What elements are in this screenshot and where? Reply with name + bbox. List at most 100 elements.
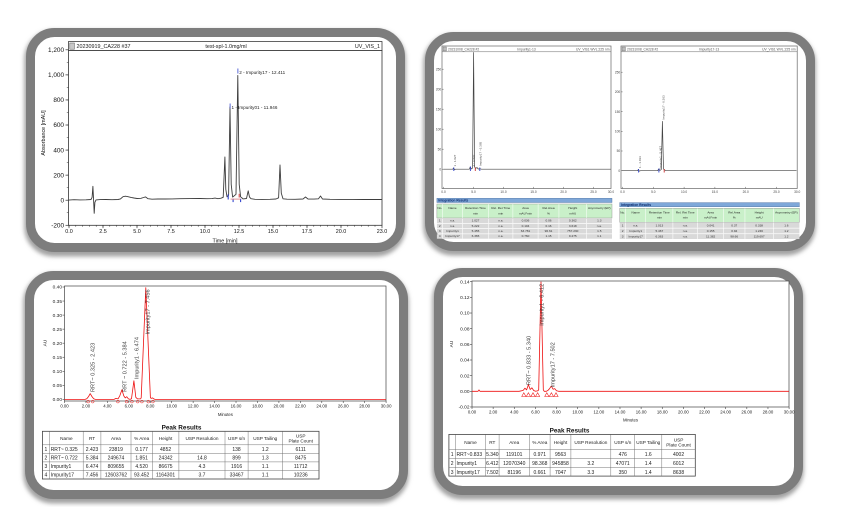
svg-text:86675: 86675 <box>159 464 173 470</box>
svg-text:1.3: 1.3 <box>262 456 269 462</box>
svg-text:1.3: 1.3 <box>597 219 602 223</box>
svg-text:Name: Name <box>464 440 477 445</box>
svg-text:1.2: 1.2 <box>784 229 789 233</box>
svg-text:4002: 4002 <box>673 452 684 458</box>
svg-text:98.368: 98.368 <box>532 461 548 467</box>
svg-text:n.a.: n.a. <box>498 219 503 223</box>
svg-text:10.0: 10.0 <box>500 190 506 194</box>
svg-text:RRT~ 0.325 - 2.423: RRT~ 0.325 - 2.423 <box>91 343 97 392</box>
svg-text:1.6: 1.6 <box>784 223 789 227</box>
svg-text:24342: 24342 <box>159 456 173 462</box>
svg-text:15.0: 15.0 <box>712 190 718 194</box>
svg-text:5.384: 5.384 <box>86 456 99 462</box>
svg-text:mAU*min: mAU*min <box>519 211 532 215</box>
svg-text:Peak Results: Peak Results <box>162 425 202 432</box>
svg-text:10.00: 10.00 <box>572 410 583 415</box>
svg-text:% Area: % Area <box>532 440 548 445</box>
svg-text:30.0: 30.0 <box>608 190 614 194</box>
svg-text:Absorbance [mAU]: Absorbance [mAU] <box>41 110 47 156</box>
svg-text:Name: Name <box>448 206 457 210</box>
svg-text:200: 200 <box>53 172 64 179</box>
svg-text:14.8: 14.8 <box>197 456 207 462</box>
svg-text:30.00: 30.00 <box>784 410 795 415</box>
svg-text:Impurity17: Impurity17 <box>445 234 460 238</box>
svg-text:min: min <box>683 216 688 220</box>
svg-text:20.00: 20.00 <box>274 404 285 409</box>
svg-text:0.25: 0.25 <box>53 327 63 333</box>
svg-text:n.a.: n.a. <box>498 234 503 238</box>
svg-text:0.08: 0.08 <box>460 326 470 332</box>
svg-text:Impurity1: Impurity1 <box>51 464 72 470</box>
svg-text:16.00: 16.00 <box>636 410 647 415</box>
svg-text:0.362: 0.362 <box>569 219 577 223</box>
svg-text:5.222: 5.222 <box>472 224 480 228</box>
svg-text:0.177: 0.177 <box>135 447 148 453</box>
svg-text:5.0: 5.0 <box>651 190 656 194</box>
svg-text:28.00: 28.00 <box>359 404 370 409</box>
svg-text:3: 3 <box>45 464 48 470</box>
svg-text:1.4: 1.4 <box>645 470 652 476</box>
svg-text:14.00: 14.00 <box>615 410 626 415</box>
svg-text:USP Tailing: USP Tailing <box>636 440 660 445</box>
svg-text:6.00: 6.00 <box>531 410 540 415</box>
svg-text:1.2: 1.2 <box>262 447 269 453</box>
svg-text:2 - 5.455: 2 - 5.455 <box>472 154 476 166</box>
svg-text:AU: AU <box>43 339 49 346</box>
svg-text:20.0: 20.0 <box>560 190 566 194</box>
svg-text:250: 250 <box>615 70 621 74</box>
svg-text:6.00: 6.00 <box>125 404 134 409</box>
svg-text:No.: No. <box>437 206 442 210</box>
svg-text:UV_VIS1 WVL:225 nm: UV_VIS1 WVL:225 nm <box>762 48 796 52</box>
svg-text:100: 100 <box>436 127 442 131</box>
svg-text:22.00: 22.00 <box>699 410 710 415</box>
svg-text:0.12: 0.12 <box>460 295 470 301</box>
svg-text:n.a.: n.a. <box>498 229 503 233</box>
svg-text:150: 150 <box>615 110 621 114</box>
svg-text:AU: AU <box>449 340 455 347</box>
svg-text:3.2: 3.2 <box>587 461 594 467</box>
svg-text:Impurity1: Impurity1 <box>446 229 459 233</box>
svg-text:0.04: 0.04 <box>460 358 470 364</box>
svg-text:Impurity17: Impurity17 <box>51 473 75 479</box>
svg-text:Time [min]: Time [min] <box>213 239 238 245</box>
svg-text:1 - 1.013: 1 - 1.013 <box>638 156 642 168</box>
svg-text:22.00: 22.00 <box>295 404 306 409</box>
svg-text:6.365: 6.365 <box>472 234 480 238</box>
svg-text:0.041: 0.041 <box>707 223 715 227</box>
svg-text:Name: Name <box>632 211 641 215</box>
svg-text:7047: 7047 <box>555 470 566 476</box>
svg-text:26.00: 26.00 <box>741 410 752 415</box>
svg-text:8.00: 8.00 <box>146 404 155 409</box>
svg-text:2: 2 <box>451 461 454 467</box>
svg-text:0.00: 0.00 <box>468 410 477 415</box>
svg-text:3: 3 <box>451 470 454 476</box>
svg-text:50: 50 <box>438 147 442 151</box>
svg-text:1.5: 1.5 <box>597 229 602 233</box>
svg-text:10236: 10236 <box>294 473 308 479</box>
svg-text:250: 250 <box>436 67 442 71</box>
svg-text:20.00: 20.00 <box>678 410 689 415</box>
svg-text:6012: 6012 <box>673 461 684 467</box>
svg-text:0.35: 0.35 <box>53 299 63 305</box>
svg-text:Rel. Ret Time: Rel. Ret Time <box>491 206 510 210</box>
svg-text:1.1: 1.1 <box>597 234 602 238</box>
svg-text:93.452: 93.452 <box>134 473 150 479</box>
svg-text:9.275: 9.275 <box>569 234 577 238</box>
svg-text:33467: 33467 <box>230 473 244 479</box>
svg-text:Impurity1: Impurity1 <box>457 461 478 467</box>
svg-text:n.a.: n.a. <box>683 223 688 227</box>
svg-text:0.0: 0.0 <box>441 190 446 194</box>
svg-text:15.0: 15.0 <box>268 229 279 235</box>
svg-text:350: 350 <box>619 470 628 476</box>
svg-text:2.00: 2.00 <box>489 410 498 415</box>
svg-text:96.61: 96.61 <box>545 229 553 233</box>
svg-text:10.0: 10.0 <box>200 229 211 235</box>
svg-text:2: 2 <box>439 224 441 228</box>
svg-text:0.06: 0.06 <box>460 342 470 348</box>
svg-text:3.3: 3.3 <box>587 470 594 476</box>
svg-text:50: 50 <box>617 149 621 153</box>
svg-text:Area: Area <box>509 440 519 445</box>
svg-text:min: min <box>657 216 662 220</box>
svg-text:20231008_CA228 #2: 20231008_CA228 #2 <box>627 48 658 52</box>
svg-text:n.a.: n.a. <box>683 235 688 239</box>
